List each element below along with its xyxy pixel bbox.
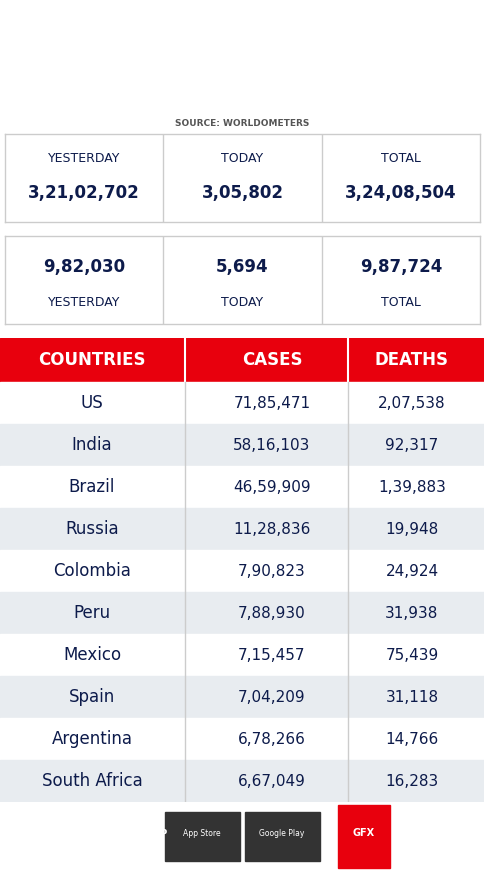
- Bar: [0, 676, 484, 718]
- Text: 58,16,103: 58,16,103: [233, 437, 310, 453]
- Text: 31,118: 31,118: [385, 690, 438, 705]
- Text: 16,283: 16,283: [385, 773, 438, 788]
- Bar: [0, 338, 484, 382]
- Text: South Africa: South Africa: [42, 772, 142, 790]
- Text: India: India: [72, 436, 112, 454]
- Text: DEATHS: DEATHS: [13, 241, 68, 254]
- Text: Peru: Peru: [73, 604, 110, 622]
- Text: GLOBAL COVID-19: GLOBAL COVID-19: [94, 22, 390, 50]
- Bar: [0, 592, 484, 634]
- Text: 14,766: 14,766: [385, 732, 438, 746]
- Text: App Store: App Store: [183, 828, 220, 838]
- Text: 2,07,538: 2,07,538: [378, 395, 445, 410]
- Bar: [0, 760, 484, 802]
- Text: US: US: [80, 394, 103, 412]
- Text: 7,15,457: 7,15,457: [238, 647, 305, 663]
- Text: 19,948: 19,948: [385, 522, 438, 537]
- Text: ETV BHARAT: ETV BHARAT: [395, 828, 463, 838]
- Text: 1,39,883: 1,39,883: [378, 480, 445, 495]
- Text: 6,78,266: 6,78,266: [238, 732, 305, 746]
- Bar: [0, 424, 484, 466]
- Text: 31,938: 31,938: [384, 605, 438, 620]
- Text: YESTERDAY: YESTERDAY: [48, 152, 120, 165]
- Text: Brazil: Brazil: [69, 478, 115, 496]
- Text: 92,317: 92,317: [385, 437, 438, 453]
- Text: TOTAL: TOTAL: [380, 152, 420, 165]
- Bar: [0, 508, 484, 550]
- Text: Spain: Spain: [69, 688, 115, 706]
- Text: APP: APP: [148, 828, 168, 838]
- Text: COUNTRIES: COUNTRIES: [38, 351, 146, 369]
- Text: TOTAL: TOTAL: [380, 295, 420, 308]
- Text: 24,924: 24,924: [385, 564, 438, 578]
- Text: 9,82,030: 9,82,030: [43, 258, 125, 276]
- Text: 46,59,909: 46,59,909: [233, 480, 310, 495]
- Text: GFX: GFX: [352, 828, 374, 838]
- Text: 9,87,724: 9,87,724: [359, 258, 441, 276]
- Text: 3,05,802: 3,05,802: [201, 184, 283, 202]
- Text: For More Info Download: For More Info Download: [10, 828, 117, 838]
- Bar: [0, 550, 484, 592]
- Text: 71,85,471: 71,85,471: [233, 395, 310, 410]
- Text: 7,88,930: 7,88,930: [238, 605, 305, 620]
- Text: 7,90,823: 7,90,823: [238, 564, 305, 578]
- Text: 7,04,209: 7,04,209: [238, 690, 305, 705]
- Text: DEATHS: DEATHS: [374, 351, 448, 369]
- Text: Mexico: Mexico: [63, 646, 121, 664]
- Text: YESTERDAY: YESTERDAY: [48, 295, 120, 308]
- Bar: [0, 382, 484, 424]
- Text: 75,439: 75,439: [385, 647, 438, 663]
- Text: Colombia: Colombia: [53, 562, 131, 580]
- Text: REPORTED +: REPORTED +: [13, 139, 102, 152]
- Bar: [0, 634, 484, 676]
- Text: Google Play: Google Play: [259, 828, 304, 838]
- Bar: [337, 806, 389, 868]
- Text: 6,67,049: 6,67,049: [238, 773, 305, 788]
- Text: TODAY: TODAY: [221, 295, 263, 308]
- Bar: [0, 466, 484, 508]
- Text: Argentina: Argentina: [51, 730, 132, 748]
- Text: TRACKER: TRACKER: [166, 67, 318, 95]
- Text: Russia: Russia: [65, 520, 119, 538]
- Text: 3,21,02,702: 3,21,02,702: [28, 184, 140, 202]
- Bar: [165, 813, 240, 861]
- Bar: [0, 718, 484, 760]
- Text: CASES: CASES: [241, 351, 302, 369]
- Text: TODAY: TODAY: [221, 152, 263, 165]
- Bar: [244, 813, 319, 861]
- Text: 11,28,836: 11,28,836: [233, 522, 310, 537]
- Text: 3,24,08,504: 3,24,08,504: [344, 184, 456, 202]
- Text: SOURCE: WORLDOMETERS: SOURCE: WORLDOMETERS: [175, 118, 309, 127]
- Text: 5,694: 5,694: [216, 258, 268, 276]
